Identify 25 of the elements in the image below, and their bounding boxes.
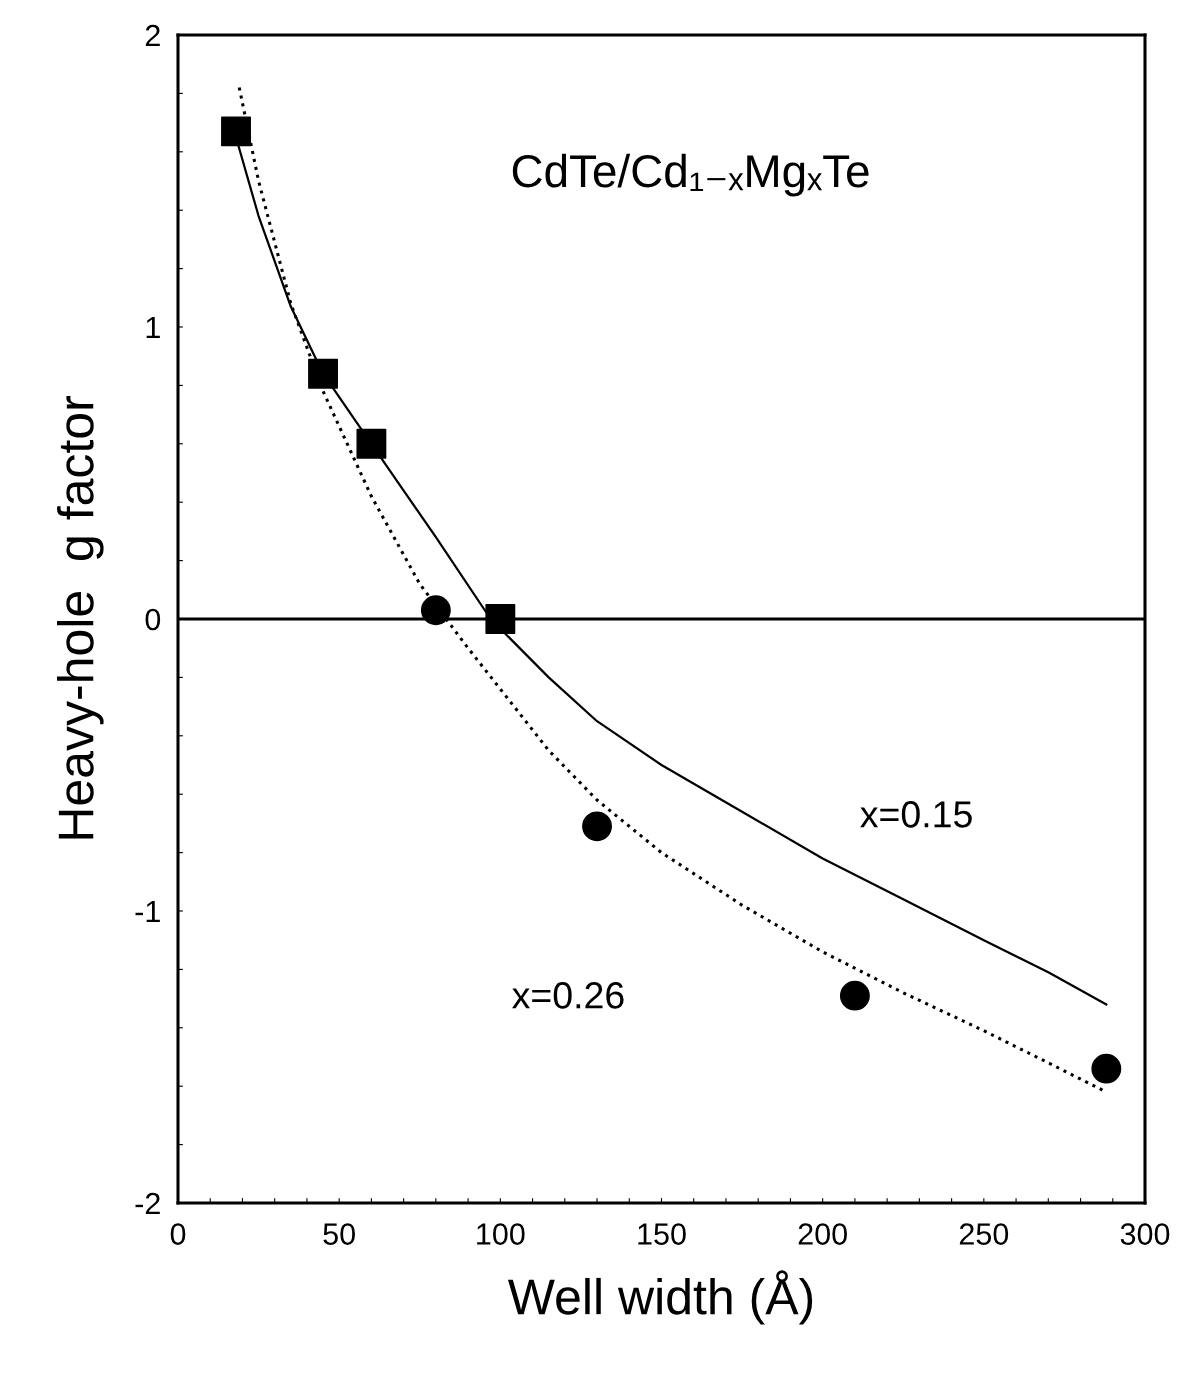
x-tick-label: 0	[170, 1223, 186, 1245]
y-tick-label: 2	[145, 24, 160, 47]
point	[356, 428, 387, 459]
point	[582, 811, 612, 842]
y-tick-label: -2	[135, 1192, 160, 1215]
x-axis-title: Well width (Å)	[507, 1270, 813, 1325]
point	[839, 980, 870, 1011]
x-tick-label: 100	[477, 1223, 525, 1245]
y-tick-label: 0	[145, 608, 161, 631]
annotation: CdTe/Cd₁₋ₓMgₓTe	[512, 153, 869, 197]
annotation: x=0.15	[860, 801, 972, 828]
x-tick-label: 300	[1120, 1223, 1170, 1245]
point	[485, 604, 516, 634]
point	[308, 358, 338, 389]
y-tick-label: 1	[146, 317, 160, 339]
point	[420, 595, 451, 626]
annotation: x=0.26	[512, 982, 624, 1009]
point	[221, 116, 251, 147]
x-tick-label: 50	[323, 1223, 355, 1245]
y-tick-label: -1	[135, 901, 160, 923]
y-axis-title: Heavy-hole g factor	[57, 396, 104, 839]
x-tick-label: 200	[798, 1223, 847, 1245]
x-tick-label: 150	[638, 1223, 686, 1245]
point	[1091, 1053, 1122, 1084]
x-tick-label: 250	[959, 1223, 1009, 1245]
